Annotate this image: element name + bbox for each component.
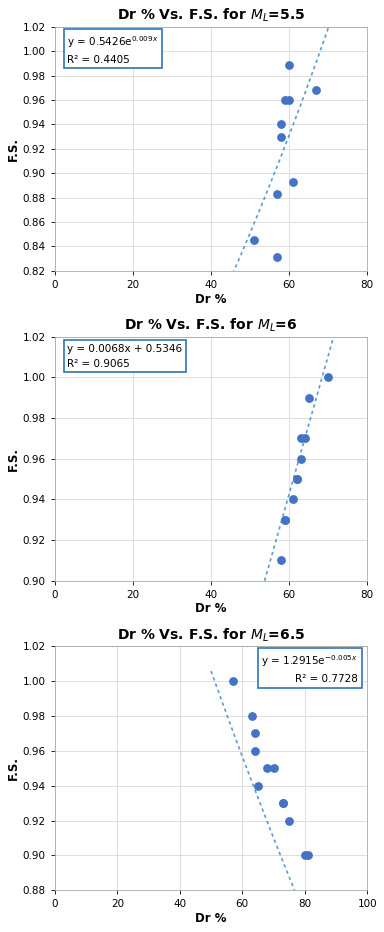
Point — [274, 250, 280, 265]
Point — [298, 451, 304, 466]
Text: y = 1.2915e$^{-0.005x}$
R² = 0.7728: y = 1.2915e$^{-0.005x}$ R² = 0.7728 — [261, 653, 358, 684]
Point — [282, 512, 288, 527]
Text: y = 0.0068x + 0.5346
R² = 0.9065: y = 0.0068x + 0.5346 R² = 0.9065 — [67, 344, 182, 369]
X-axis label: Dr %: Dr % — [195, 293, 227, 306]
Title: Dr % Vs. F.S. for $M_L$=6: Dr % Vs. F.S. for $M_L$=6 — [124, 317, 298, 334]
Point — [298, 431, 304, 445]
Y-axis label: F.S.: F.S. — [7, 137, 20, 161]
Point — [290, 174, 296, 189]
Point — [274, 186, 280, 201]
Text: y = 0.5426e$^{0.009x}$
R² = 0.4405: y = 0.5426e$^{0.009x}$ R² = 0.4405 — [67, 34, 159, 65]
Point — [251, 233, 257, 248]
Point — [278, 117, 285, 132]
Point — [264, 761, 270, 775]
Point — [248, 708, 255, 723]
Title: Dr % Vs. F.S. for $M_L$=6.5: Dr % Vs. F.S. for $M_L$=6.5 — [117, 626, 305, 644]
Point — [286, 57, 292, 72]
Point — [230, 674, 236, 689]
Point — [282, 92, 288, 107]
X-axis label: Dr %: Dr % — [195, 912, 227, 925]
Point — [294, 472, 300, 487]
Point — [302, 431, 308, 445]
Point — [280, 796, 286, 811]
Y-axis label: F.S.: F.S. — [7, 756, 20, 780]
Point — [306, 391, 312, 405]
Title: Dr % Vs. F.S. for $M_L$=5.5: Dr % Vs. F.S. for $M_L$=5.5 — [117, 7, 305, 24]
Point — [290, 492, 296, 507]
Point — [302, 848, 308, 863]
Point — [325, 370, 331, 385]
Point — [282, 512, 288, 527]
Point — [278, 553, 285, 568]
Y-axis label: F.S.: F.S. — [7, 446, 20, 471]
Point — [255, 778, 261, 793]
Point — [286, 92, 292, 107]
Point — [280, 796, 286, 811]
Point — [270, 761, 276, 775]
Point — [252, 744, 258, 759]
Point — [278, 130, 285, 144]
Point — [305, 848, 311, 863]
Point — [286, 813, 292, 828]
Point — [313, 83, 319, 98]
Point — [252, 726, 258, 741]
X-axis label: Dr %: Dr % — [195, 602, 227, 615]
Point — [294, 472, 300, 487]
